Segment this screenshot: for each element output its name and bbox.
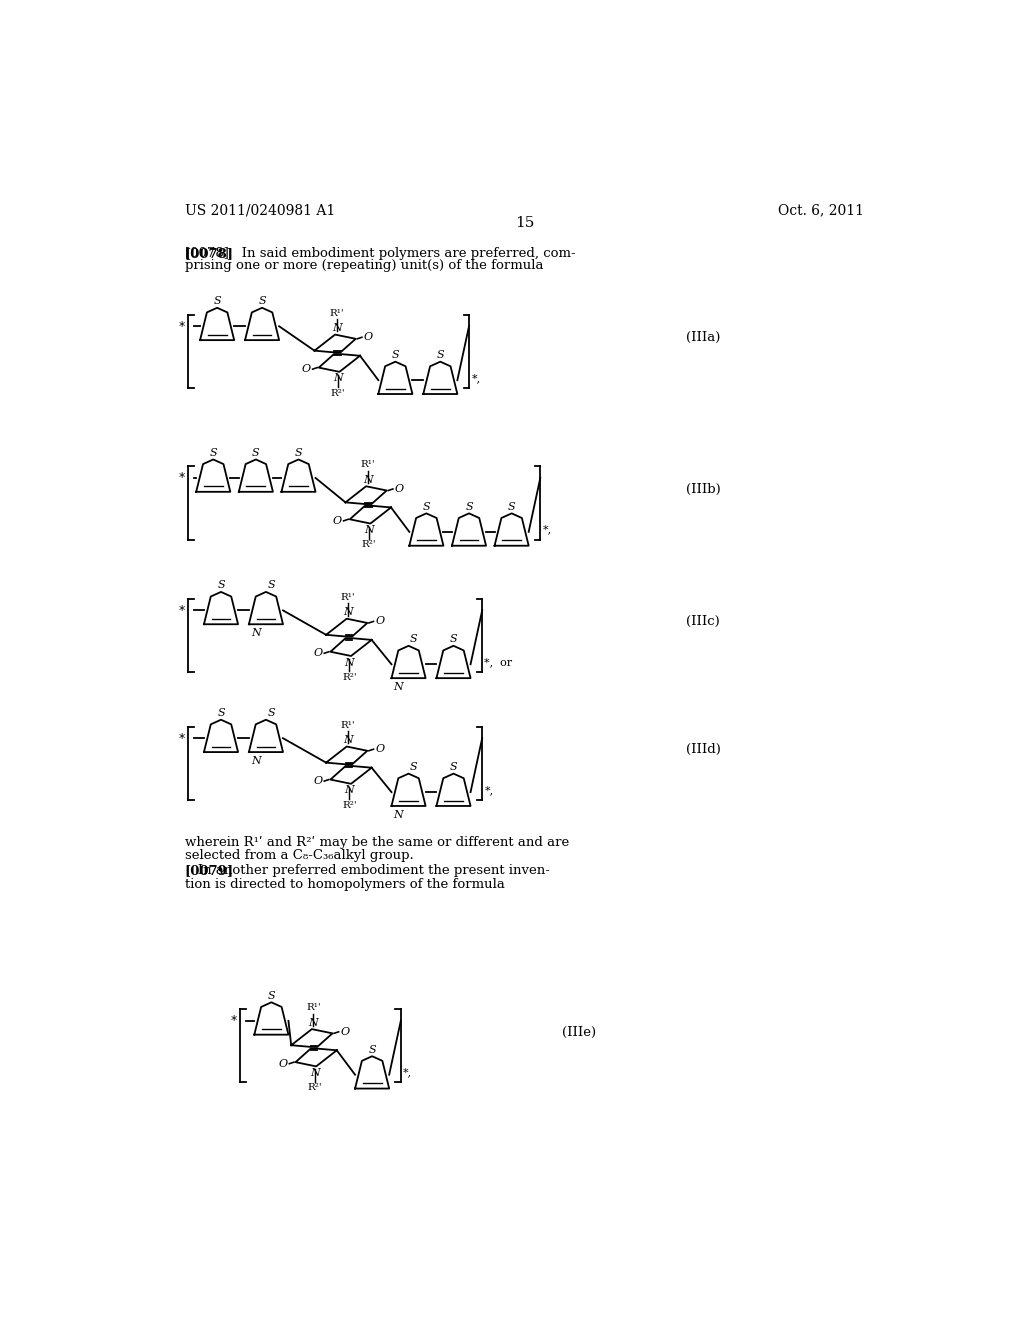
Text: N: N <box>362 475 373 484</box>
Text: O: O <box>333 516 342 525</box>
Text: R¹': R¹' <box>360 461 375 470</box>
Text: *: * <box>178 319 184 333</box>
Text: R²': R²' <box>361 540 376 549</box>
Text: N: N <box>343 735 353 744</box>
Text: US 2011/0240981 A1: US 2011/0240981 A1 <box>184 203 335 216</box>
Text: O: O <box>313 776 323 787</box>
Text: S: S <box>436 350 444 360</box>
Text: O: O <box>340 1027 349 1036</box>
Text: O: O <box>302 364 311 374</box>
Text: R²': R²' <box>331 389 345 397</box>
Text: S: S <box>258 296 266 306</box>
Text: O: O <box>364 333 373 342</box>
Text: *,  or: *, or <box>484 657 513 667</box>
Text: N: N <box>251 756 260 766</box>
Text: S: S <box>391 350 399 360</box>
Text: S: S <box>252 447 260 458</box>
Text: tion is directed to homopolymers of the formula: tion is directed to homopolymers of the … <box>184 878 505 891</box>
Text: O: O <box>279 1059 288 1069</box>
Text: S: S <box>217 581 225 590</box>
Text: *,: *, <box>543 524 552 535</box>
Text: (IIIa): (IIIa) <box>686 331 720 345</box>
Text: [0079]: [0079] <box>184 865 233 878</box>
Text: O: O <box>313 648 323 659</box>
Text: prising one or more (repeating) unit(s) of the formula: prising one or more (repeating) unit(s) … <box>184 259 543 272</box>
Text: N: N <box>345 657 354 668</box>
Text: [0078]   In said embodiment polymers are preferred, com-: [0078] In said embodiment polymers are p… <box>184 247 575 260</box>
Text: S: S <box>465 502 473 512</box>
Text: N: N <box>364 525 374 535</box>
Text: S: S <box>410 635 418 644</box>
Text: (IIIe): (IIIe) <box>562 1026 596 1039</box>
Text: *: * <box>178 471 184 484</box>
Text: (IIIc): (IIIc) <box>686 615 720 628</box>
Text: O: O <box>375 744 384 754</box>
Text: S: S <box>295 447 302 458</box>
Text: In another preferred embodiment the present inven-: In another preferred embodiment the pres… <box>184 865 550 878</box>
Text: S: S <box>450 762 458 772</box>
Text: N: N <box>343 607 353 618</box>
Text: wherein R¹ʹ and R²ʹ may be the same or different and are: wherein R¹ʹ and R²ʹ may be the same or d… <box>184 836 568 849</box>
Text: N: N <box>393 682 403 692</box>
Text: 15: 15 <box>515 216 535 230</box>
Text: R¹': R¹' <box>330 309 344 318</box>
Text: *,: *, <box>403 1068 413 1077</box>
Text: S: S <box>410 762 418 772</box>
Text: S: S <box>213 296 221 306</box>
Text: O: O <box>394 484 403 494</box>
Text: *,: *, <box>484 785 494 795</box>
Text: *: * <box>178 731 184 744</box>
Text: S: S <box>369 1044 376 1055</box>
Text: R²': R²' <box>342 801 356 809</box>
Text: R²': R²' <box>307 1084 322 1093</box>
Text: selected from a C₈-C₃₆alkyl group.: selected from a C₈-C₃₆alkyl group. <box>184 849 414 862</box>
Text: R¹': R¹' <box>306 1003 321 1012</box>
Text: *: * <box>230 1014 237 1027</box>
Text: S: S <box>210 447 217 458</box>
Text: O: O <box>375 616 384 627</box>
Text: (IIIb): (IIIb) <box>686 483 721 496</box>
Text: N: N <box>345 785 354 796</box>
Text: Oct. 6, 2011: Oct. 6, 2011 <box>778 203 864 216</box>
Text: R¹': R¹' <box>341 721 355 730</box>
Text: R²': R²' <box>342 673 356 682</box>
Text: N: N <box>251 628 260 638</box>
Text: S: S <box>423 502 430 512</box>
Text: S: S <box>217 709 225 718</box>
Text: N: N <box>393 810 403 820</box>
Text: N: N <box>332 323 342 333</box>
Text: S: S <box>267 581 274 590</box>
Text: *,: *, <box>471 372 480 383</box>
Text: S: S <box>450 635 458 644</box>
Text: N: N <box>333 374 343 383</box>
Text: S: S <box>267 991 275 1001</box>
Text: [0078]: [0078] <box>184 247 233 260</box>
Text: N: N <box>309 1068 319 1078</box>
Text: (IIId): (IIId) <box>686 743 721 756</box>
Text: *: * <box>178 603 184 616</box>
Text: R¹': R¹' <box>341 593 355 602</box>
Text: S: S <box>508 502 515 512</box>
Text: N: N <box>308 1018 318 1027</box>
Text: S: S <box>267 709 274 718</box>
